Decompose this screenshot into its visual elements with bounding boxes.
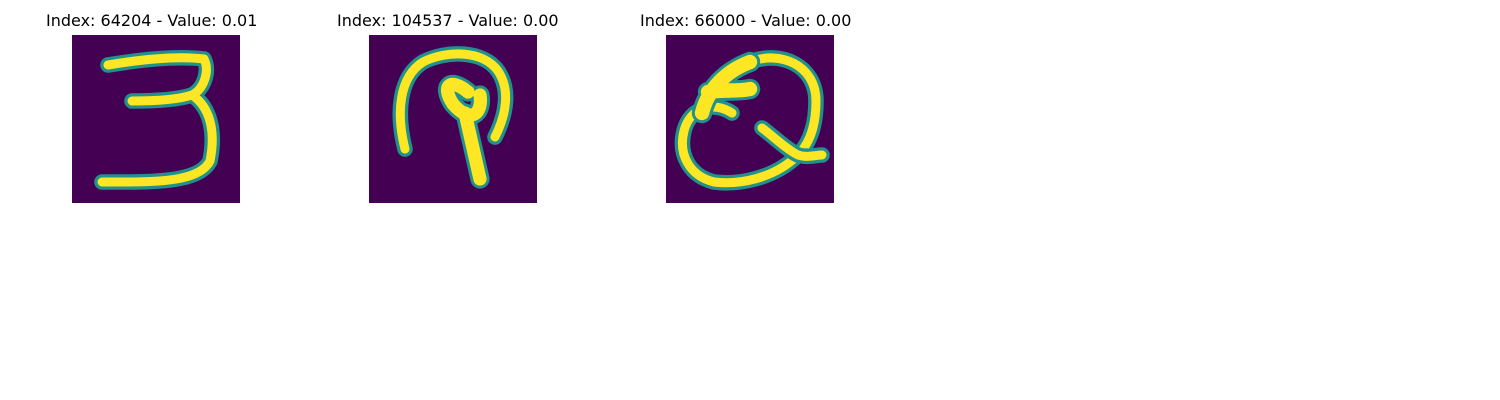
panel-3-digit-image bbox=[666, 35, 834, 203]
panel-2-title: Index: 104537 - Value: 0.00 bbox=[337, 11, 559, 30]
panel-2-digit-image bbox=[369, 35, 537, 203]
panel-1-title: Index: 64204 - Value: 0.01 bbox=[46, 11, 258, 30]
panel-1-digit-image bbox=[72, 35, 240, 203]
panel-3-title: Index: 66000 - Value: 0.00 bbox=[640, 11, 852, 30]
